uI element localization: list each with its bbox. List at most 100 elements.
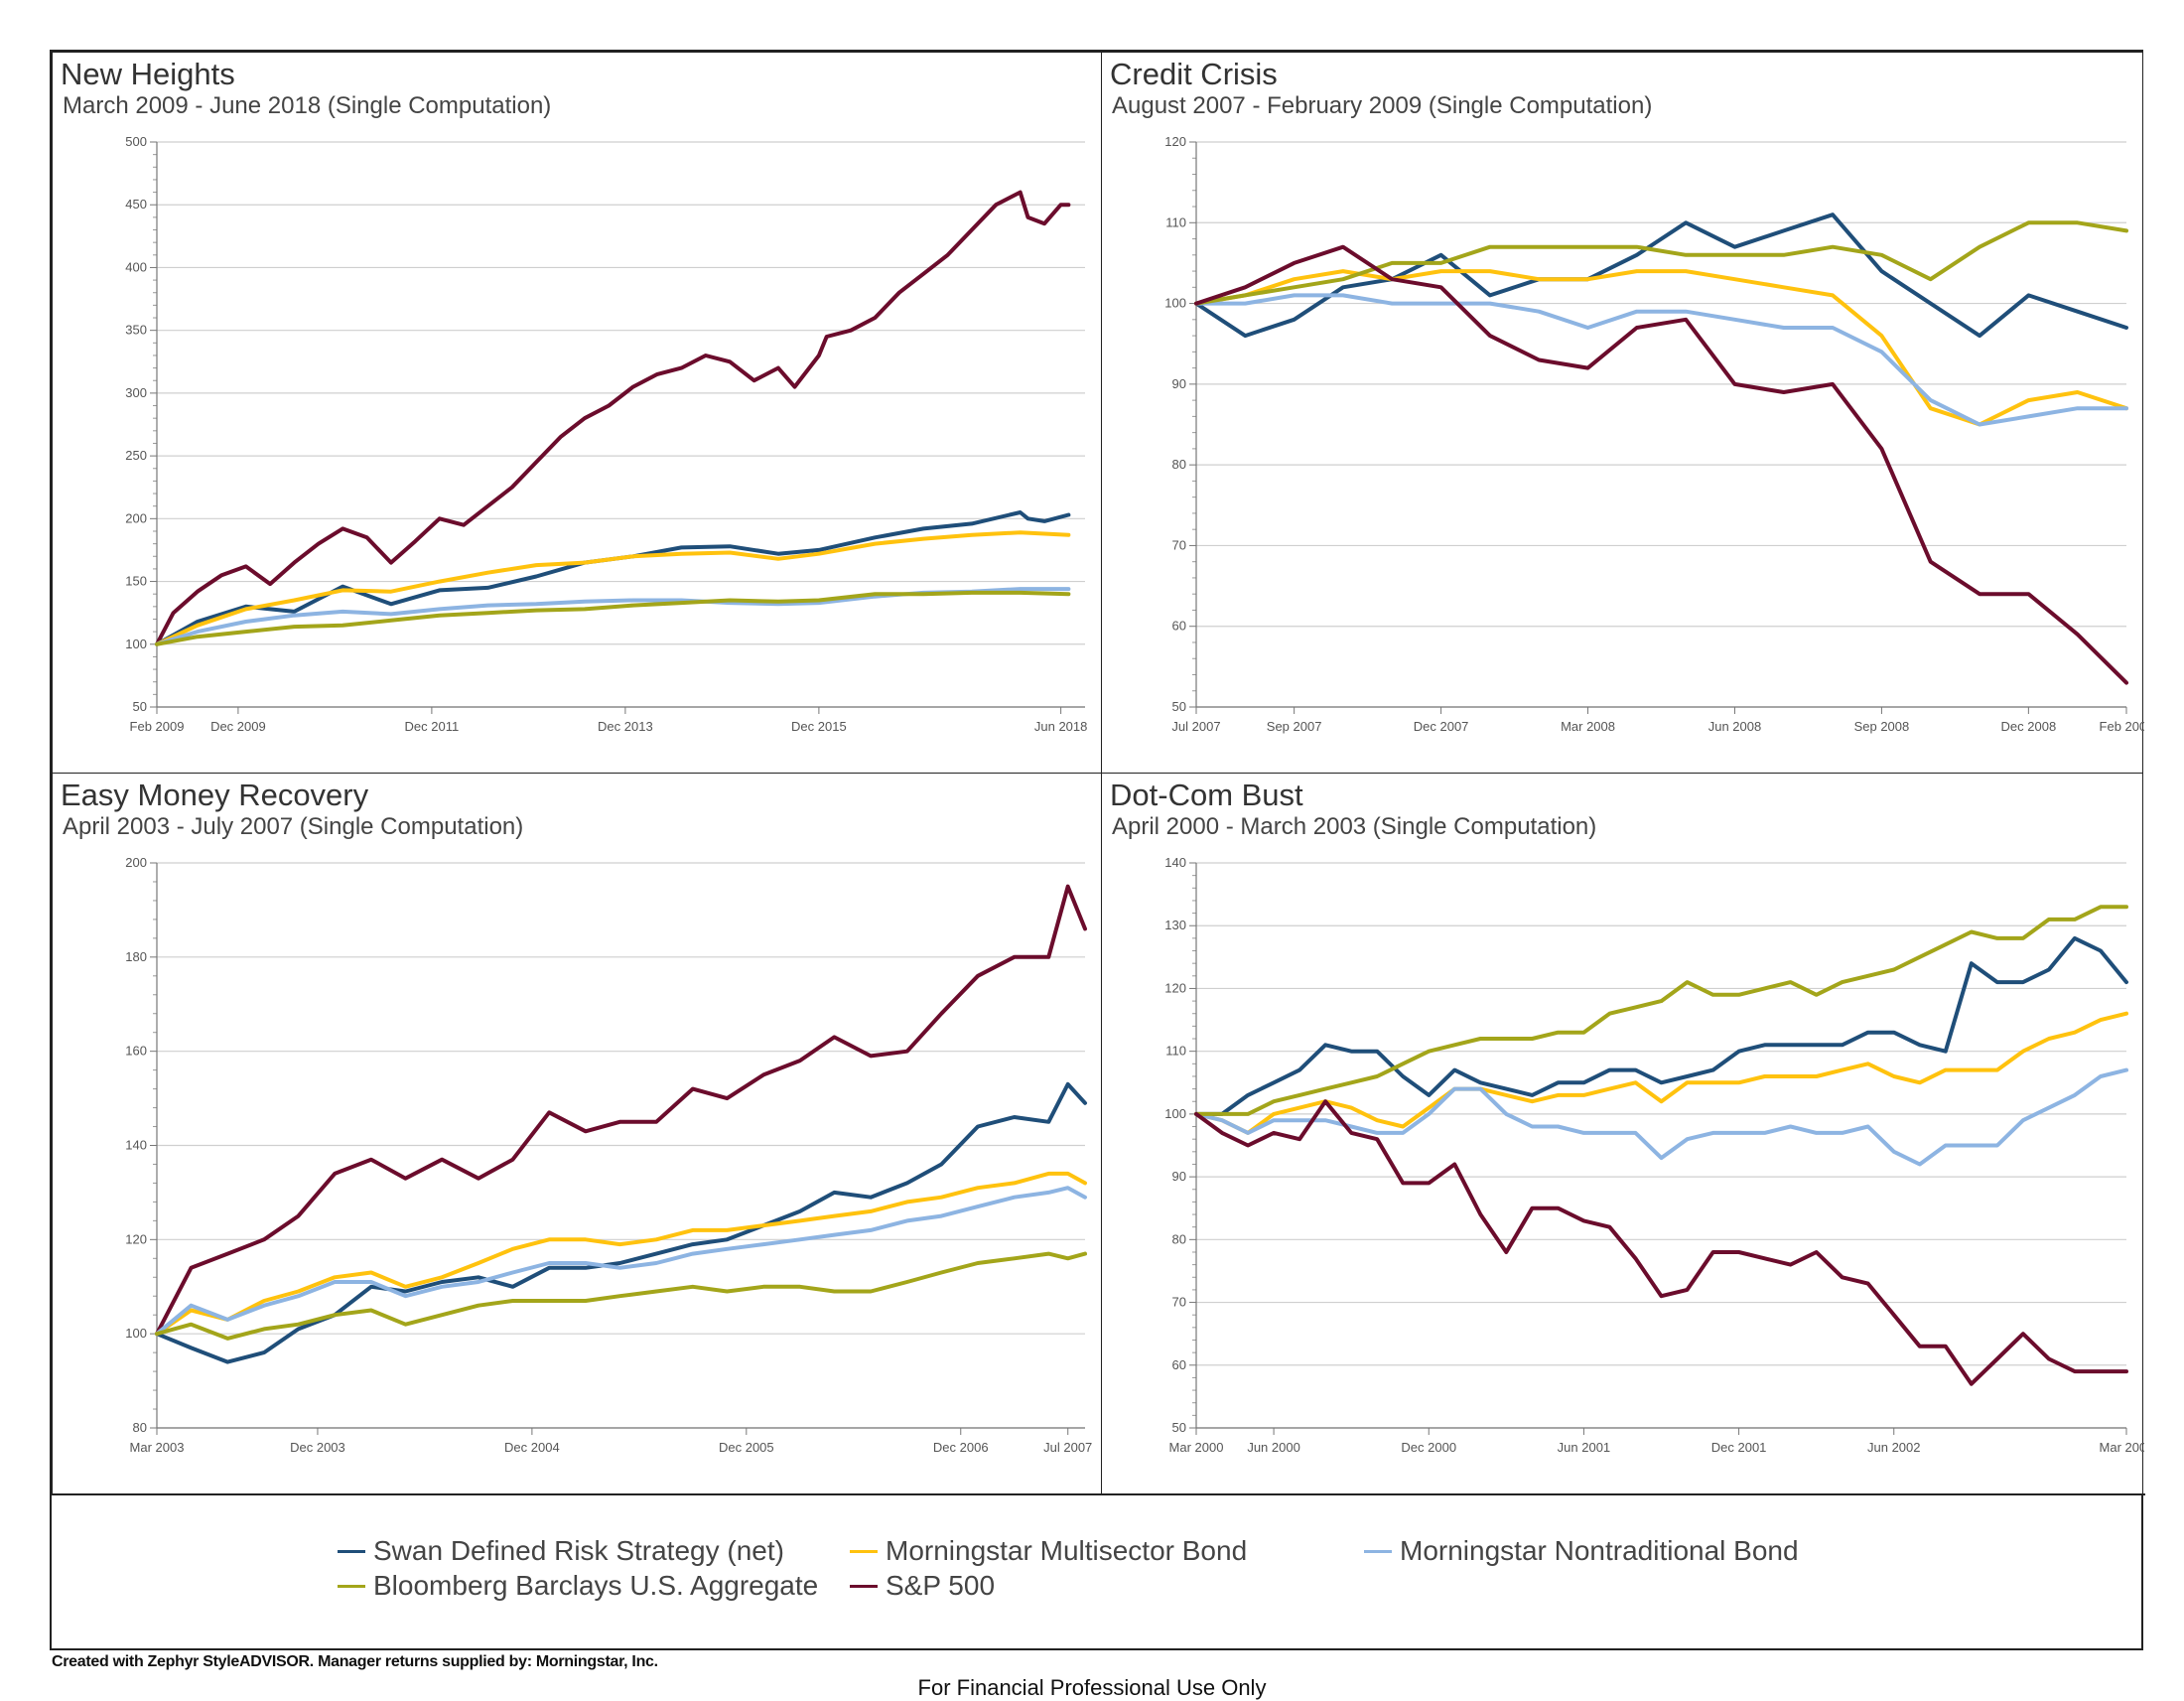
chart-title: Credit Crisis: [1110, 57, 1278, 91]
series-line-msb: [155, 1171, 1087, 1337]
chart-panel-new-heights: New Heights March 2009 - June 2018 (Sing…: [52, 52, 1102, 774]
chart-subtitle: March 2009 - June 2018 (Single Computati…: [63, 92, 552, 119]
y-tick-label: 90: [1172, 1169, 1186, 1184]
legend-swatch: [338, 1584, 365, 1588]
series-line-swan: [1194, 935, 2128, 1116]
legend-item-swan: Swan Defined Risk Strategy (net): [338, 1535, 784, 1567]
series-line-bbag: [1194, 905, 2128, 1116]
x-tick-label: Dec 2005: [719, 1440, 774, 1455]
x-tick-label: Jun 2018: [1034, 719, 1088, 734]
x-tick-label: Jun 2002: [1867, 1440, 1921, 1455]
series-line-sp: [155, 190, 1071, 646]
y-tick-label: 80: [133, 1420, 147, 1435]
legend-item-sp500: S&P 500: [850, 1570, 995, 1602]
chart-title: Dot-Com Bust: [1110, 778, 1303, 812]
legend-label: S&P 500: [886, 1570, 996, 1601]
chart-plot: 50 60 70 80 90 100 110 120 Jul 2007 Sep 2007 Dec 2…: [1164, 134, 2144, 734]
y-tick-label: 200: [125, 855, 147, 870]
report-frame: New Heights March 2009 - June 2018 (Sing…: [50, 50, 2145, 1650]
legend-label: Bloomberg Barclays U.S. Aggregate: [373, 1570, 819, 1601]
series-line-bbag: [155, 590, 1071, 646]
legend-item-us-aggregate: Bloomberg Barclays U.S. Aggregate: [338, 1570, 818, 1602]
chart-panel-dot-com-bust: Dot-Com Bust April 2000 - March 2003 (Si…: [1101, 773, 2144, 1494]
series-line-bbag: [155, 1251, 1087, 1341]
chart-subtitle: April 2003 - July 2007 (Single Computati…: [63, 813, 524, 840]
chart-plot: 80 100 120 140 160 180 200 Mar 2003 Dec 2003 Dec …: [125, 855, 1092, 1455]
y-tick-label: 110: [1165, 214, 1186, 229]
series-line-mnb: [1194, 1067, 2128, 1167]
x-tick-label: Dec 2013: [598, 719, 653, 734]
series-line-sp: [1194, 244, 2128, 685]
y-tick-label: 250: [125, 448, 147, 463]
x-tick-label: Dec 2001: [1711, 1440, 1767, 1455]
y-tick-label: 100: [1164, 296, 1186, 311]
x-tick-label: Dec 2015: [791, 719, 847, 734]
x-tick-label: Feb 2009: [130, 719, 185, 734]
credit-line: Created with Zephyr StyleADVISOR. Manage…: [52, 1653, 658, 1670]
legend-swatch: [850, 1549, 878, 1553]
chart-subtitle: April 2000 - March 2003 (Single Computat…: [1112, 813, 1597, 840]
x-tick-label: Dec 2006: [933, 1440, 989, 1455]
series-line-mnb: [155, 587, 1071, 646]
y-tick-label: 180: [125, 949, 147, 964]
y-tick-label: 80: [1172, 1231, 1186, 1246]
series-line-swan: [155, 1081, 1087, 1364]
footer-disclaimer: For Financial Professional Use Only: [917, 1675, 1267, 1700]
y-tick-label: 100: [125, 637, 147, 651]
y-tick-label: 500: [125, 134, 147, 149]
chart-panel-easy-money-recovery: Easy Money Recovery April 2003 - July 20…: [52, 773, 1102, 1494]
series-line-swan: [155, 510, 1071, 646]
chart-legend: Swan Defined Risk Strategy (net) Morning…: [52, 1493, 2145, 1654]
series-line-mnb: [1194, 293, 2128, 427]
x-tick-label: Mar 2003: [130, 1440, 185, 1455]
y-tick-label: 350: [125, 323, 147, 338]
y-tick-label: 140: [1164, 855, 1186, 870]
y-tick-label: 80: [1172, 457, 1186, 472]
y-tick-label: 100: [125, 1326, 147, 1341]
chart-title: Easy Money Recovery: [61, 778, 369, 812]
series-line-mnb: [155, 1186, 1087, 1337]
chart-plot: 50 60 70 80 90 100 110 120 130 140 Mar 2000 Jun 200…: [1164, 855, 2144, 1455]
x-tick-label: Dec 2003: [290, 1440, 345, 1455]
x-tick-label: Dec 2011: [405, 719, 460, 734]
series-line-sp: [155, 884, 1087, 1337]
y-tick-label: 50: [1172, 1420, 1186, 1435]
x-tick-label: Dec 2008: [2001, 719, 2057, 734]
x-tick-label: Mar 2008: [1561, 719, 1615, 734]
y-tick-label: 70: [1172, 537, 1186, 552]
y-tick-label: 140: [125, 1138, 147, 1153]
x-tick-label: Mar 2003: [2100, 1440, 2144, 1455]
chart-subtitle: August 2007 - February 2009 (Single Comp…: [1112, 92, 1653, 119]
series-line-sp: [1194, 1099, 2128, 1386]
x-tick-label: Dec 2009: [210, 719, 266, 734]
x-tick-label: Jul 2007: [1171, 719, 1220, 734]
y-tick-label: 90: [1172, 376, 1186, 391]
y-tick-label: 150: [125, 574, 147, 589]
legend-label: Morningstar Multisector Bond: [886, 1535, 1248, 1566]
y-tick-label: 130: [1164, 918, 1186, 932]
x-tick-label: Feb 2009: [2100, 719, 2144, 734]
x-tick-label: Dec 2004: [504, 1440, 560, 1455]
x-tick-label: Jul 2007: [1043, 1440, 1092, 1455]
legend-label: Morningstar Nontraditional Bond: [1400, 1535, 1799, 1566]
x-tick-label: Dec 2000: [1401, 1440, 1456, 1455]
y-tick-label: 100: [1164, 1106, 1186, 1121]
y-tick-label: 160: [125, 1044, 147, 1059]
x-tick-label: Sep 2007: [1267, 719, 1322, 734]
y-tick-label: 200: [125, 510, 147, 525]
y-tick-label: 50: [133, 699, 147, 714]
series-line-msb: [1194, 1011, 2128, 1135]
x-tick-label: Dec 2007: [1414, 719, 1469, 734]
x-tick-label: Sep 2008: [1854, 719, 1910, 734]
legend-item-nontraditional-bond: Morningstar Nontraditional Bond: [1364, 1535, 1799, 1567]
y-tick-label: 60: [1172, 619, 1186, 634]
series-line-bbag: [1194, 220, 2128, 306]
legend-swatch: [1364, 1549, 1392, 1553]
y-tick-label: 60: [1172, 1357, 1186, 1372]
y-tick-label: 120: [125, 1231, 147, 1246]
y-tick-label: 70: [1172, 1295, 1186, 1310]
x-tick-label: Jun 2000: [1247, 1440, 1300, 1455]
y-tick-label: 300: [125, 385, 147, 400]
x-tick-label: Jun 2008: [1708, 719, 1762, 734]
legend-swatch: [850, 1584, 878, 1588]
